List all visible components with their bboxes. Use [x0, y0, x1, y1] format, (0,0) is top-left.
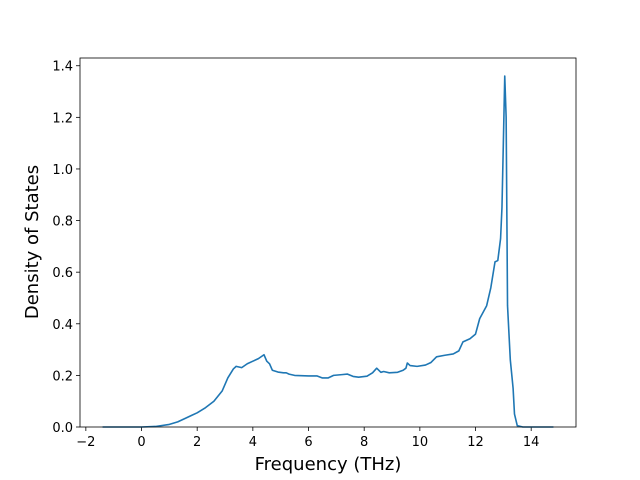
- x-tick-label: 12: [467, 435, 484, 450]
- x-tick-label: 2: [193, 435, 201, 450]
- y-tick-label: 0.6: [52, 266, 73, 281]
- y-axis-label: Density of States: [22, 165, 43, 319]
- y-tick-label: 0.0: [52, 421, 73, 436]
- x-tick-label: 8: [360, 435, 368, 450]
- x-tick-label: 0: [137, 435, 145, 450]
- y-tick-label: 1.2: [52, 111, 73, 126]
- x-tick-label: 4: [249, 435, 257, 450]
- x-tick-label: 6: [304, 435, 312, 450]
- x-axis-label: Frequency (THz): [255, 454, 402, 475]
- x-tick-label: 10: [412, 435, 429, 450]
- x-tick-label: −2: [76, 435, 95, 450]
- y-tick-label: 1.0: [52, 163, 73, 178]
- dos-line: [102, 75, 554, 428]
- x-tick-label: 14: [523, 435, 540, 450]
- y-tick-label: 0.2: [52, 369, 73, 384]
- y-tick-label: 0.4: [52, 318, 73, 333]
- plot-frame: [79, 57, 577, 428]
- y-tick-label: 0.8: [52, 215, 73, 230]
- y-tick-label: 1.4: [52, 60, 73, 75]
